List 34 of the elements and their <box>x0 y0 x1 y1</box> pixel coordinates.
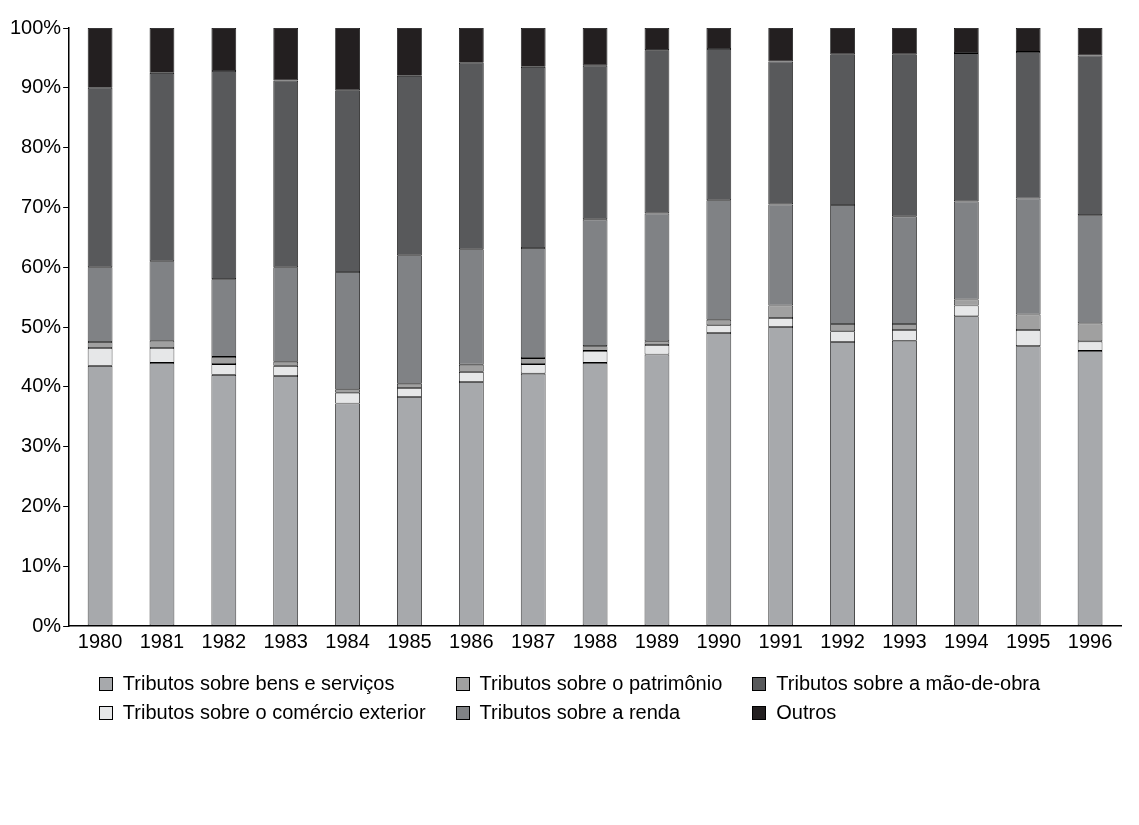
y-tick-label: 100% <box>10 15 62 38</box>
y-tick-label: 0% <box>32 613 62 636</box>
x-tick-label: 1995 <box>1005 629 1051 652</box>
x-tick-label: 1987 <box>510 629 556 652</box>
x-tick-label: 1981 <box>139 629 185 652</box>
y-tick-label: 60% <box>21 254 62 277</box>
x-tick-label: 1980 <box>77 629 123 652</box>
legend-label: Tributos sobre bens e serviços <box>122 672 395 695</box>
y-tick-label: 80% <box>21 135 62 158</box>
x-tick-label: 1991 <box>758 629 803 652</box>
x-tick-label: 1983 <box>263 629 308 652</box>
x-tick-label: 1994 <box>944 629 989 652</box>
x-tick-label: 1982 <box>201 629 247 652</box>
y-tick-label: 20% <box>21 493 62 516</box>
x-tick-label: 1993 <box>882 629 927 652</box>
legend-label: Tributos sobre a mão-de-obra <box>776 672 1041 695</box>
x-tick-label: 1989 <box>634 629 680 652</box>
x-tick-label: 1990 <box>696 629 742 652</box>
legend-label: Tributos sobre a renda <box>479 701 681 724</box>
y-tick-label: 10% <box>21 553 62 576</box>
y-tick-label: 40% <box>21 374 62 397</box>
x-tick-label: 1984 <box>325 629 370 652</box>
legend-label: Tributos sobre o comércio exterior <box>122 701 426 724</box>
x-tick-label: 1988 <box>572 629 618 652</box>
x-tick-label: 1986 <box>449 629 494 652</box>
x-tick-label: 1992 <box>820 629 865 652</box>
y-tick-label: 30% <box>21 434 62 457</box>
y-tick-label: 90% <box>21 75 62 98</box>
x-tick-label: 1996 <box>1067 629 1113 652</box>
legend-label: Outros <box>776 701 837 724</box>
y-tick-label: 50% <box>21 314 62 337</box>
y-tick-label: 70% <box>21 194 62 217</box>
x-tick-label: 1985 <box>387 629 432 652</box>
legend-label: Tributos sobre o patrimônio <box>479 672 723 695</box>
